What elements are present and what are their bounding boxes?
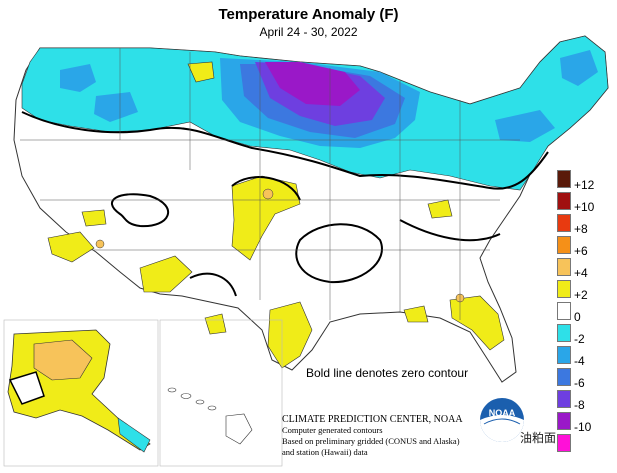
cold-patch-minus4 (560, 50, 598, 86)
legend-swatch (557, 258, 571, 276)
alaska-warm-plus4 (33, 339, 93, 381)
legend-label: +4 (574, 266, 588, 280)
legend-swatch (557, 390, 571, 408)
warm-patch-plus2 (81, 209, 107, 227)
hawaii-inset-frame (159, 319, 283, 467)
warm-patch-plus2 (449, 295, 505, 351)
legend-label: +12 (574, 178, 595, 192)
cold-patch-minus10 (265, 62, 360, 106)
cold-patch-minus4 (94, 92, 138, 122)
legend-label: +2 (574, 288, 588, 302)
warm-patch-plus2 (47, 231, 95, 263)
legend-swatch (557, 192, 571, 210)
cold-patch-minus4 (495, 110, 555, 142)
warm-patch-plus4 (262, 188, 274, 200)
zero-contour-note: Bold line denotes zero contour (306, 366, 469, 380)
legend-swatch (557, 324, 571, 342)
warm-patch-plus2 (139, 255, 193, 293)
noaa-logo-text: NOAA (488, 408, 516, 418)
legend-label: -10 (574, 420, 592, 434)
legend-swatch (557, 214, 571, 232)
zero-contour (399, 219, 501, 242)
zero-contour (189, 272, 237, 297)
alaska-cold-zone (117, 417, 151, 453)
credit-block: CLIMATE PREDICTION CENTER, NOAA Computer… (282, 414, 502, 458)
zero-contour (21, 111, 549, 190)
warm-patch-plus2 (267, 301, 313, 369)
alaska-white-zone (8, 371, 45, 405)
color-legend: +12 +10 +8 +6 +4 +2 0 -2 -4 -6 -8 -10 (557, 170, 603, 458)
cold-patch-minus4 (60, 64, 96, 92)
legend-swatch (557, 280, 571, 298)
legend-swatch (557, 170, 571, 188)
hawaii-islands (167, 387, 253, 445)
credit-line-4: and station (Hawaii) data (282, 447, 368, 457)
state-boundaries (20, 48, 520, 320)
credit-line-1: CLIMATE PREDICTION CENTER, NOAA (282, 414, 463, 425)
map-subtitle: April 24 - 30, 2022 (259, 25, 358, 39)
warm-patch-plus2 (204, 313, 227, 335)
warm-patch-plus4 (95, 239, 105, 249)
map-title: Temperature Anomaly (F) (218, 6, 399, 23)
alaska-inset-frame (3, 319, 159, 467)
legend-label: -6 (574, 376, 585, 390)
warm-patch-plus2 (403, 305, 429, 323)
legend-swatch (557, 434, 571, 452)
legend-swatch (557, 368, 571, 386)
legend-swatch (557, 236, 571, 254)
warm-patch-plus2 (187, 61, 215, 83)
legend-label: -8 (574, 398, 585, 412)
legend-label: -2 (574, 332, 585, 346)
legend-label: -4 (574, 354, 585, 368)
warm-patch-plus2 (427, 199, 453, 219)
legend-label: 0 (574, 310, 581, 324)
credit-line-2: Computer generated contours (282, 425, 383, 435)
legend-swatch (557, 412, 571, 430)
credit-line-3: Based on preliminary gridded (CONUS and … (282, 436, 460, 446)
legend-label: +6 (574, 244, 588, 258)
zero-contour (295, 223, 383, 284)
zero-contour (231, 176, 301, 201)
legend-swatch (557, 302, 571, 320)
legend-label: +8 (574, 222, 588, 236)
watermark-text: 油粕面 (520, 431, 557, 445)
zero-contour (111, 193, 170, 228)
legend-label: +10 (574, 200, 595, 214)
legend-swatch (557, 346, 571, 364)
